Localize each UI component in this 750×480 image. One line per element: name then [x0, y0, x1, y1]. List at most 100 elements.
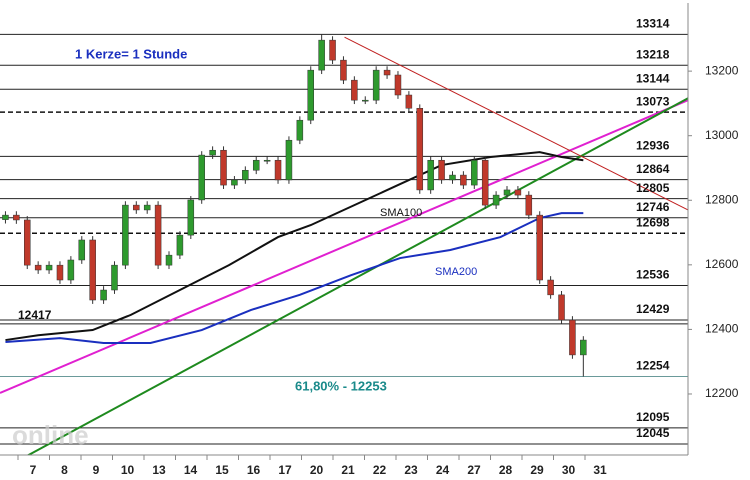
- candle-body: [176, 234, 184, 256]
- candle-body: [24, 219, 31, 266]
- x-tick-label: 14: [184, 463, 198, 477]
- candle-body: [340, 59, 347, 81]
- candle-body: [318, 39, 325, 71]
- sma-line: [5, 212, 584, 344]
- level-label: 13314: [636, 16, 670, 30]
- candle-body: [372, 69, 380, 101]
- level-label: 12805: [636, 181, 670, 195]
- y-tick-label: 12600: [705, 257, 739, 271]
- level-label: 12429: [636, 302, 670, 316]
- candle-body: [307, 69, 314, 121]
- candle-body: [351, 79, 358, 101]
- candle-body: [56, 264, 64, 281]
- x-tick-label: 16: [247, 463, 261, 477]
- x-tick-label: 10: [121, 463, 135, 477]
- candle-body: [481, 159, 489, 206]
- candle-body: [383, 69, 391, 76]
- candle-body: [536, 214, 543, 281]
- candle-body: [296, 119, 304, 141]
- sma-line: [5, 151, 584, 342]
- candle-body: [242, 169, 249, 181]
- candle-body: [154, 204, 162, 266]
- candle-body: [13, 214, 20, 221]
- candle-body: [122, 204, 129, 266]
- x-tick-label: 31: [593, 463, 607, 477]
- level-label: 12698: [636, 215, 670, 229]
- candle-body: [362, 99, 369, 102]
- series-label: SMA100: [380, 207, 422, 219]
- x-tick-label: 29: [530, 463, 544, 477]
- y-tick-label: 12800: [705, 192, 739, 206]
- level-label: 12536: [636, 268, 670, 282]
- candle-body: [111, 264, 118, 291]
- candle-body: [34, 264, 42, 271]
- x-tick-label: 9: [93, 463, 100, 477]
- x-tick-label: 23: [404, 463, 418, 477]
- x-tick-label: 28: [499, 463, 513, 477]
- x-tick-label: 21: [341, 463, 355, 477]
- level-label: 12936: [636, 139, 670, 153]
- x-tick-label: 7: [30, 463, 37, 477]
- candle-body: [143, 204, 151, 211]
- candle-body: [558, 294, 565, 321]
- x-tick-label: 15: [215, 463, 229, 477]
- level-label: 13218: [636, 47, 670, 61]
- x-tick-label: 8: [61, 463, 68, 477]
- candle-body: [416, 108, 424, 191]
- candle-body: [438, 159, 445, 181]
- candle-body: [492, 194, 500, 206]
- watermark: online: [12, 420, 89, 450]
- annotation: 1 Kerze= 1 Stunde: [75, 46, 187, 61]
- candle-body: [220, 149, 227, 186]
- candle-body: [165, 254, 173, 266]
- candle-body: [547, 279, 554, 296]
- candle-body: [231, 179, 238, 186]
- x-tick-label: 27: [467, 463, 481, 477]
- candle-body: [67, 259, 75, 281]
- candle-body: [405, 94, 413, 109]
- x-tick-label: 24: [436, 463, 450, 477]
- candle-body: [263, 159, 271, 162]
- level-label: 12095: [636, 410, 670, 424]
- level-label: 13073: [636, 94, 670, 108]
- candle-body: [569, 319, 576, 356]
- candle-body: [525, 194, 533, 216]
- y-tick-label: 13200: [705, 63, 739, 77]
- candle-body: [78, 239, 86, 261]
- level-label: 12864: [636, 162, 670, 176]
- trendline: [344, 36, 688, 211]
- level-label: 12045: [636, 426, 670, 440]
- level-label: 12746: [636, 200, 670, 214]
- candle-body: [89, 239, 96, 301]
- candle-body: [133, 204, 140, 211]
- candle-body: [100, 289, 107, 301]
- x-tick-label: 30: [562, 463, 576, 477]
- candle-body: [449, 174, 456, 181]
- fib-label: 61,80% - 12253: [295, 378, 387, 393]
- candle-body: [209, 149, 216, 156]
- candle-body: [460, 174, 467, 186]
- candle-body: [198, 154, 205, 201]
- x-tick-label: 17: [278, 463, 292, 477]
- candle-body: [45, 264, 53, 271]
- trendline: [0, 99, 688, 394]
- level-label: 13144: [636, 71, 670, 85]
- candle-body: [274, 159, 282, 181]
- y-tick-label: 12400: [705, 322, 739, 336]
- candle-body: [329, 39, 336, 61]
- candle-body: [285, 139, 293, 181]
- candle-body: [514, 189, 522, 196]
- candle-body: [580, 339, 587, 356]
- candle-body: [2, 214, 9, 220]
- candle-body: [394, 74, 402, 96]
- plot-area: [0, 33, 688, 455]
- series-label: SMA200: [435, 266, 477, 278]
- candle-body: [187, 199, 195, 236]
- candle-body: [503, 189, 511, 196]
- y-tick-label: 13000: [705, 128, 739, 142]
- candle-body: [427, 159, 434, 191]
- y-tick-label: 12200: [705, 386, 739, 400]
- level-label: 12417: [18, 308, 52, 322]
- x-tick-label: 13: [152, 463, 166, 477]
